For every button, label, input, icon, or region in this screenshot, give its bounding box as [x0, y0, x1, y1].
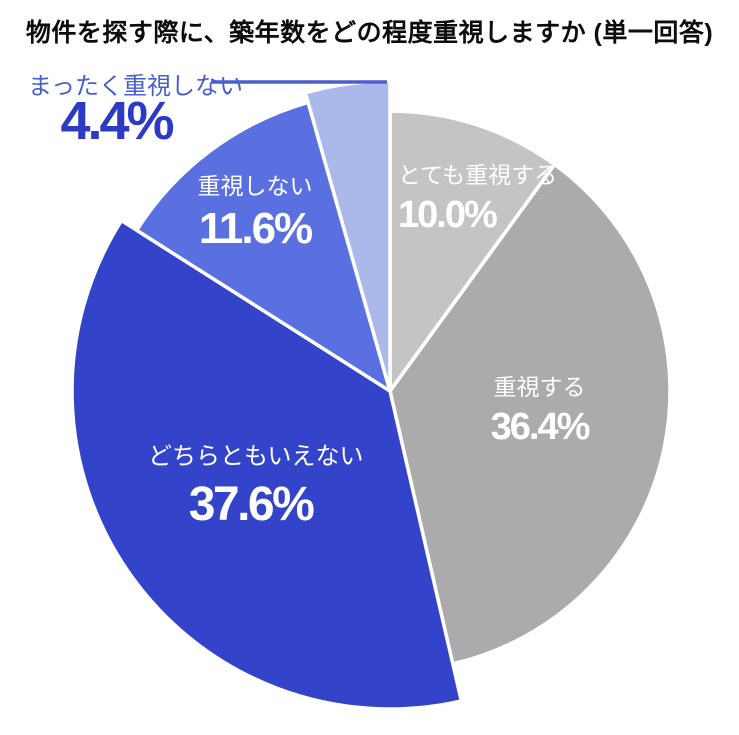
slice-percent-not-at-all-important: 4.4%: [60, 91, 174, 151]
pie-slice-neutral: [70, 218, 464, 711]
slice-divider-line: [388, 136, 576, 393]
pie-slice-not-important: [134, 100, 392, 393]
slice-name-not-at-all-important: まったく重視しない: [28, 73, 244, 100]
pie-slice-important: [388, 162, 672, 666]
chart-title: 物件を探す際に、築年数をどの程度重視しますか (単一回答): [25, 19, 714, 47]
pie-slice-very-important: [388, 109, 557, 393]
pie-slice-not-at-all-important: [303, 79, 392, 393]
